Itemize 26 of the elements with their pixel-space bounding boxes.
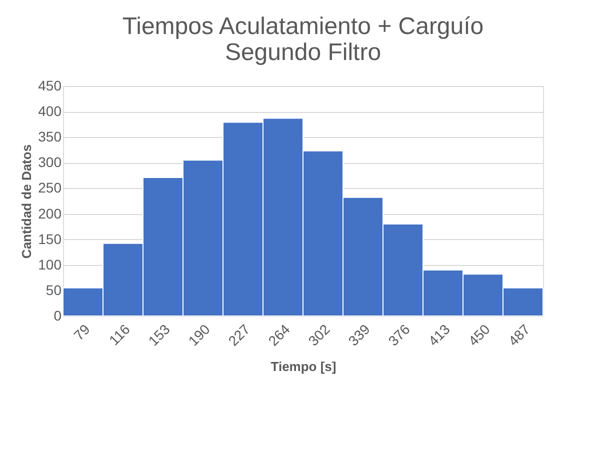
y-tick-label: 450	[38, 78, 62, 94]
x-tick-label: 227	[225, 320, 254, 349]
y-tick-label: 300	[38, 154, 62, 170]
x-tick-label: 339	[345, 320, 374, 349]
y-tick-label: 50	[46, 282, 62, 298]
y-tick-label: 400	[38, 103, 62, 120]
y-tick-label: 350	[38, 128, 62, 145]
x-tick-label: 376	[385, 320, 414, 349]
x-tick-label: 413	[425, 320, 454, 349]
text: Segundo Filtro	[224, 39, 382, 66]
x-tick-label: 450	[465, 320, 494, 349]
text: Tiempos Aculatamiento + Carguío	[122, 13, 484, 40]
y-tick-label: 150	[38, 230, 62, 247]
y-tick-label: 200	[38, 205, 62, 222]
x-tick-label: 264	[265, 320, 294, 349]
x-tick-label: 487	[505, 320, 534, 349]
x-tick-label: 116	[106, 320, 134, 348]
y-tick-label: 0	[54, 308, 62, 324]
x-tick-label: 79	[70, 320, 94, 344]
x-axis-title: Tiempo [s]	[270, 358, 336, 374]
y-tick-label: 100	[38, 256, 62, 272]
x-tick-label: 153	[145, 320, 174, 349]
x-tick-label: 190	[185, 320, 214, 349]
y-axis-title: Cantidad de Datos	[19, 144, 34, 259]
y-tick-label: 250	[38, 180, 62, 196]
x-tick-label: 302	[305, 320, 334, 349]
